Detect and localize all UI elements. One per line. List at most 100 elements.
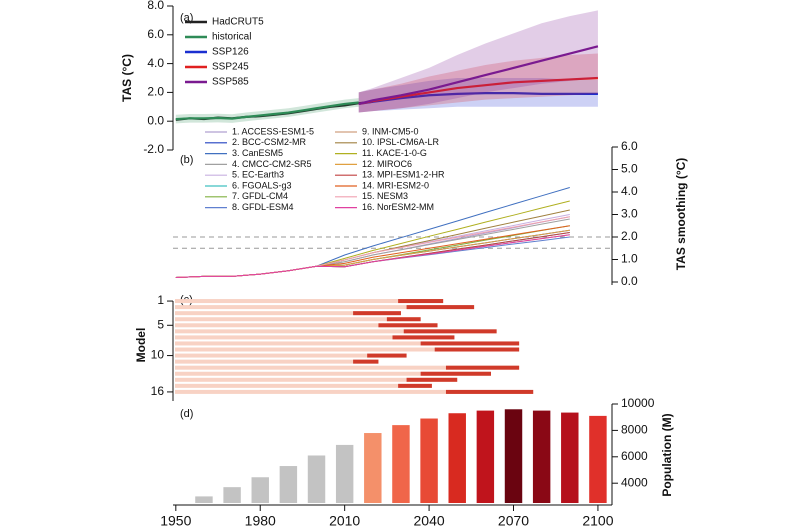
axis-title: TAS smoothing (°C)	[674, 158, 688, 271]
legend-label: 14. MRI-ESM2-0	[362, 180, 429, 190]
row-stripe	[175, 377, 458, 382]
axis-title: Population (M)	[660, 413, 674, 496]
row-stripe	[175, 389, 534, 394]
legend-label: 9. INM-CM5-0	[362, 126, 419, 136]
row-stripe	[175, 329, 497, 334]
series-line	[175, 234, 570, 278]
legend-label: 16. NorESM2-MM	[362, 202, 434, 212]
legend-label: 2. BCC-CSM2-MR	[232, 137, 307, 147]
legend-label: 5. EC-Earth3	[232, 170, 284, 180]
x-tick-label: 2100	[582, 513, 613, 529]
series-line	[175, 209, 570, 278]
x-tick-label: 1980	[245, 513, 276, 529]
bar	[364, 433, 382, 503]
row-stripe	[175, 383, 432, 388]
range-bar	[353, 311, 401, 316]
y-tick-label: 0.0	[621, 274, 638, 288]
y-tick-label: 8.0	[147, 0, 164, 12]
series-line	[358, 45, 599, 105]
legend-label: 10. IPSL-CM6A-LR	[362, 137, 440, 147]
row-stripe	[175, 305, 475, 310]
bar	[223, 487, 241, 503]
range-bar	[445, 389, 534, 394]
bar	[195, 496, 213, 503]
x-tick-label: 1950	[160, 513, 191, 529]
range-bar	[386, 317, 421, 322]
range-bar	[378, 323, 438, 328]
bar	[448, 413, 466, 503]
bar	[532, 410, 551, 503]
y-tick-label: 1.0	[621, 252, 638, 266]
range-bar	[434, 347, 520, 352]
legend-label: SSP585	[212, 77, 249, 88]
range-bar	[392, 335, 455, 340]
bar	[251, 477, 269, 503]
x-tick-label: 2040	[414, 513, 445, 529]
legend-label: HadCRUT5	[212, 17, 264, 28]
row-stripe	[175, 359, 379, 364]
legend-label: 11. KACE-1-0-G	[362, 148, 427, 158]
range-bar	[420, 341, 520, 346]
row-stripe	[175, 335, 455, 340]
row-stripe	[175, 323, 438, 328]
series-line	[175, 225, 570, 278]
axis-title: Model	[134, 328, 148, 363]
series-line	[175, 101, 359, 121]
series-line	[175, 225, 570, 278]
legend-label: 12. MIROC6	[362, 159, 412, 169]
range-bar	[367, 353, 407, 358]
y-tick-label: 6000	[621, 449, 648, 463]
legend-label: 3. CanESM5	[232, 148, 283, 158]
y-tick-label: 5.0	[621, 162, 638, 176]
uncertainty-band	[358, 10, 598, 113]
legend-label: historical	[212, 32, 251, 43]
range-bar	[445, 365, 520, 370]
y-tick-label: 4.0	[621, 184, 638, 198]
x-tick-label: 2070	[498, 513, 529, 529]
legend-label: 7. GFDL-CM4	[232, 191, 288, 201]
uncertainty-band	[175, 98, 359, 124]
y-tick-label: 6.0	[621, 139, 638, 153]
y-tick-label: 1	[157, 293, 164, 307]
bar	[392, 425, 410, 503]
y-tick-label: 0.0	[147, 113, 164, 127]
y-tick-label: -2.0	[143, 142, 164, 156]
bar	[589, 415, 607, 503]
bar	[420, 418, 438, 503]
y-tick-label: 6.0	[147, 27, 164, 41]
y-tick-label: 2.0	[621, 229, 638, 243]
legend-label: SSP245	[212, 62, 249, 73]
range-bar	[406, 305, 475, 310]
bar	[279, 466, 298, 503]
y-tick-label: 2.0	[147, 85, 164, 99]
row-stripe	[175, 311, 401, 316]
bar	[307, 455, 326, 503]
range-bar	[398, 383, 432, 388]
y-tick-label: 8000	[621, 423, 648, 437]
y-tick-label: 10000	[621, 396, 655, 410]
row-stripe	[175, 341, 520, 346]
row-stripe	[175, 353, 407, 358]
legend-label: 8. GFDL-ESM4	[232, 202, 294, 212]
y-tick-label: 4.0	[147, 56, 164, 70]
row-stripe	[175, 317, 421, 322]
y-tick-label: 10	[151, 348, 165, 362]
panel-label: (d)	[180, 408, 193, 420]
y-tick-label: 4000	[621, 475, 648, 489]
axis-title: TAS (°C)	[120, 54, 134, 102]
range-bar	[420, 371, 491, 376]
range-bar	[353, 359, 379, 364]
uncertainty-band	[358, 53, 598, 113]
range-bar	[398, 299, 444, 304]
legend-label: 15. NESM3	[362, 191, 408, 201]
bar	[476, 410, 495, 503]
row-stripe	[175, 365, 520, 370]
row-stripe	[175, 299, 444, 304]
bar	[335, 444, 354, 503]
legend-label: 13. MPI-ESM1-2-HR	[362, 170, 445, 180]
legend-label: 4. CMCC-CM2-SR5	[232, 159, 312, 169]
range-bar	[403, 329, 497, 334]
legend-label: 1. ACCESS-ESM1-5	[232, 126, 314, 136]
y-tick-label: 16	[151, 384, 165, 398]
